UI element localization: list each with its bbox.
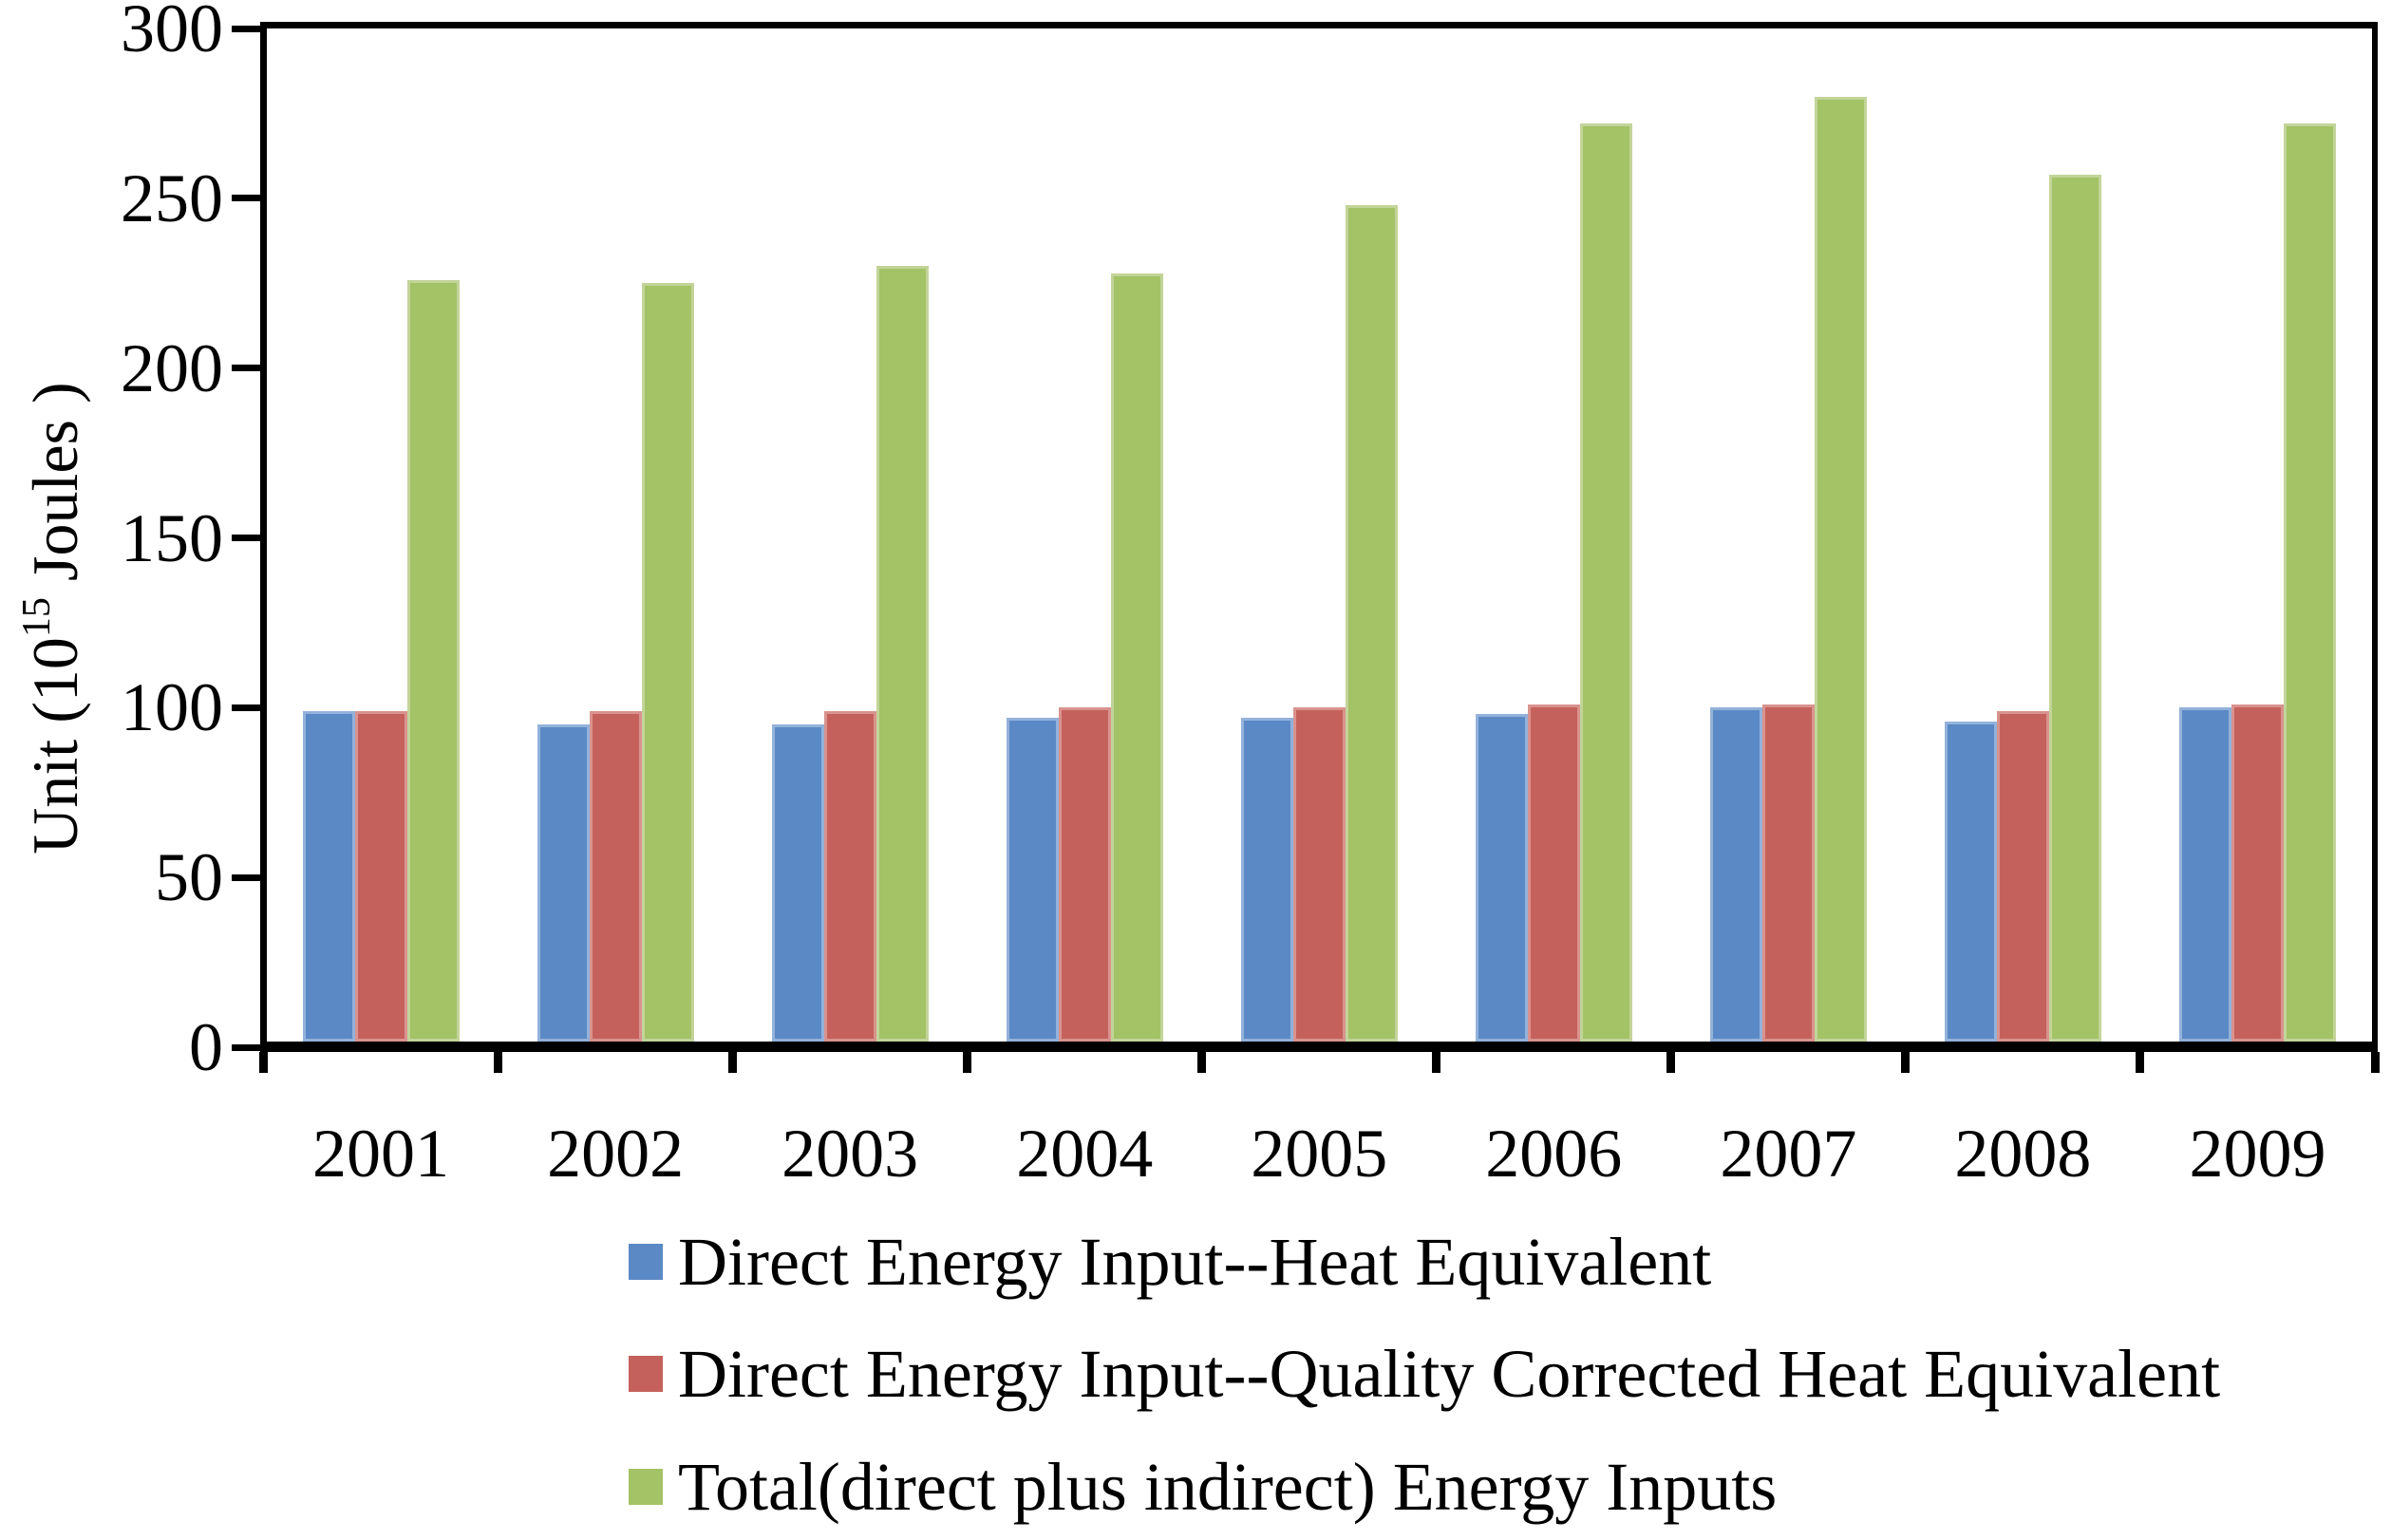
bar-2003-series3	[875, 266, 929, 1042]
bar-2008-series2	[1996, 710, 2049, 1042]
y-tick-label-200: 200	[121, 329, 223, 406]
x-tick-label-2004: 2004	[1016, 1116, 1154, 1192]
x-tick-9	[2370, 1052, 2380, 1073]
bar-2002-series3	[641, 283, 694, 1042]
bar-2004-series2	[1058, 707, 1111, 1042]
x-tick-label-2002: 2002	[547, 1116, 685, 1192]
bar-2002-series2	[589, 710, 642, 1042]
x-tick-2	[728, 1052, 738, 1073]
y-axis-title-exponent: 15	[14, 596, 60, 638]
bar-2006-series3	[1579, 123, 1632, 1042]
bar-2007-series3	[1814, 96, 1867, 1042]
bar-2001-series3	[406, 279, 460, 1042]
bar-2007-series2	[1761, 704, 1815, 1042]
legend-swatch-series2	[629, 1356, 663, 1392]
legend-item-series1: Direct Energy Input--Heat Equivalent	[629, 1225, 1711, 1299]
x-tick-8	[2136, 1052, 2145, 1073]
y-tick-label-150: 150	[121, 499, 223, 576]
legend-label-series1: Direct Energy Input--Heat Equivalent	[678, 1224, 1712, 1300]
x-axis-line	[260, 1042, 2378, 1052]
plot-top-border	[260, 22, 2378, 28]
x-tick-label-2003: 2003	[781, 1116, 919, 1192]
x-tick-4	[1197, 1052, 1207, 1073]
y-tick-label-100: 100	[121, 669, 223, 746]
legend-label-series2: Direct Energy Input--Quality Corrected H…	[678, 1336, 2221, 1412]
legend-item-series3: Total(direct plus indirect) Energy Input…	[629, 1450, 1777, 1524]
bar-2004-series1	[1006, 718, 1059, 1042]
legend-swatch-series1	[629, 1244, 663, 1280]
y-tick-label-0: 0	[189, 1009, 223, 1085]
x-tick-label-2001: 2001	[312, 1116, 450, 1192]
y-axis-line	[260, 22, 267, 1052]
bar-2003-series1	[771, 724, 824, 1042]
bar-2008-series1	[1944, 721, 1997, 1042]
y-tick-label-250: 250	[121, 160, 223, 236]
legend-item-series2: Direct Energy Input--Quality Corrected H…	[629, 1337, 2220, 1411]
x-tick-0	[259, 1052, 268, 1073]
y-tick-200	[232, 365, 260, 372]
bar-2005-series1	[1240, 718, 1293, 1042]
bar-2007-series1	[1709, 707, 1762, 1042]
bar-2005-series3	[1345, 204, 1398, 1042]
bar-2009-series3	[2283, 123, 2336, 1042]
bar-2009-series2	[2231, 704, 2284, 1042]
y-tick-100	[232, 704, 260, 711]
legend-label-series3: Total(direct plus indirect) Energy Input…	[678, 1449, 1778, 1525]
x-tick-label-2005: 2005	[1251, 1116, 1388, 1192]
bar-2001-series2	[354, 710, 407, 1042]
y-tick-0	[232, 1043, 260, 1051]
y-tick-250	[232, 195, 260, 202]
y-tick-label-300: 300	[121, 0, 223, 66]
y-tick-label-50: 50	[155, 839, 223, 916]
bar-2002-series1	[537, 724, 590, 1042]
x-tick-label-2006: 2006	[1485, 1116, 1623, 1192]
x-tick-6	[1666, 1052, 1676, 1073]
plot-right-border	[2372, 22, 2378, 1052]
x-tick-label-2008: 2008	[1954, 1116, 2092, 1192]
bar-2006-series1	[1475, 714, 1528, 1042]
x-tick-label-2009: 2009	[2189, 1116, 2326, 1192]
x-tick-5	[1432, 1052, 1441, 1073]
legend-swatch-series3	[629, 1469, 663, 1505]
x-tick-3	[963, 1052, 972, 1073]
y-axis-title-prefix: Unit (10	[19, 637, 91, 855]
bar-2003-series2	[823, 710, 876, 1042]
y-tick-150	[232, 535, 260, 541]
bar-2006-series2	[1527, 704, 1580, 1042]
bar-2008-series3	[2048, 174, 2101, 1042]
y-tick-50	[232, 873, 260, 881]
bar-2009-series1	[2178, 707, 2231, 1042]
y-tick-300	[232, 25, 260, 32]
bar-2001-series1	[302, 710, 355, 1042]
x-tick-1	[494, 1052, 503, 1073]
x-tick-7	[1901, 1052, 1911, 1073]
x-tick-label-2007: 2007	[1720, 1116, 1857, 1192]
bar-2004-series3	[1110, 272, 1163, 1042]
bar-2005-series2	[1292, 707, 1346, 1042]
